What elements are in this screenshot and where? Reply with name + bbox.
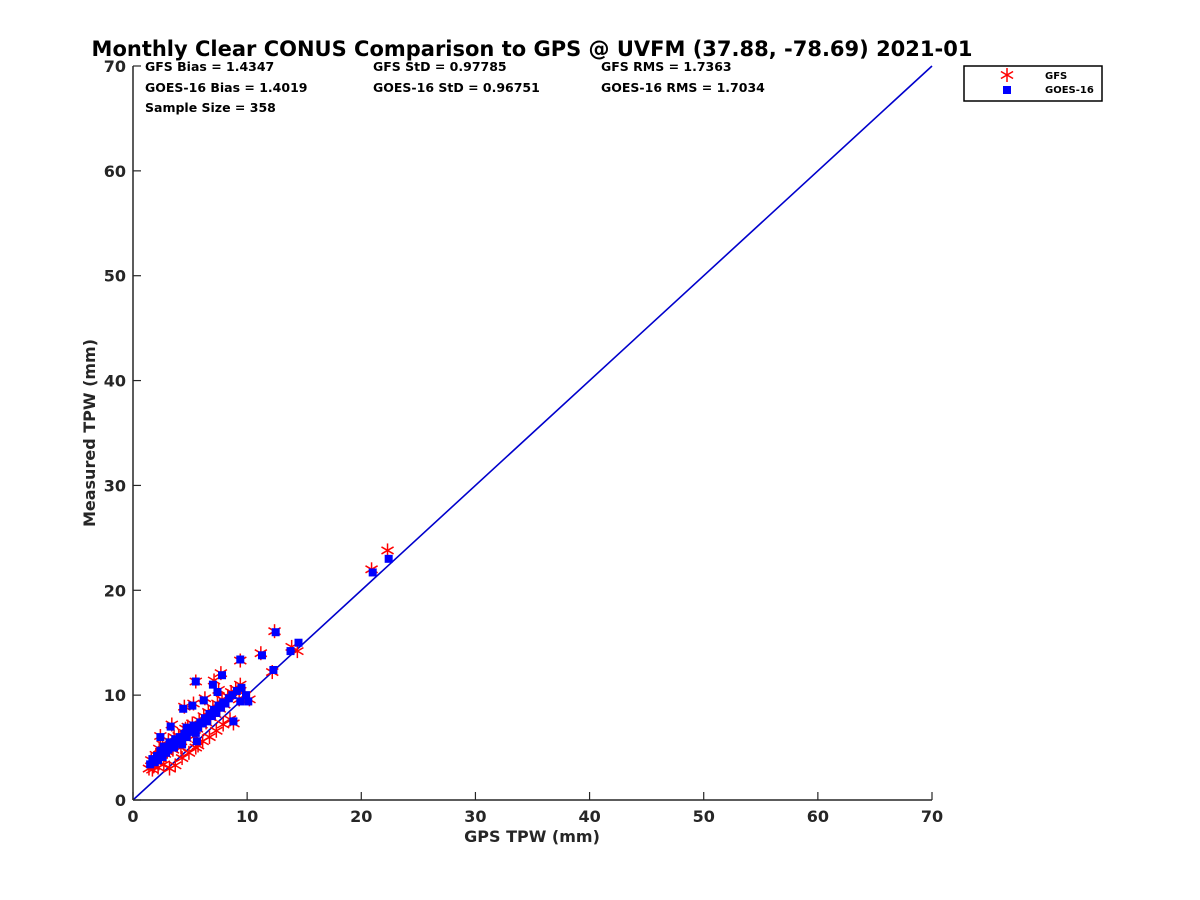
goes16-point (236, 697, 245, 706)
x-tick-label: 30 (464, 807, 486, 826)
goes16-point (173, 737, 182, 746)
legend-goes16-marker (1003, 86, 1011, 94)
axes: 0 10 20 30 40 50 60 70 0 10 20 30 40 50 60 70 (104, 57, 943, 826)
goes16-point (182, 733, 191, 742)
goes16-point (154, 756, 163, 765)
y-tick-label: 10 (104, 686, 126, 705)
goes16-point (269, 665, 278, 674)
goes16-point (188, 701, 197, 710)
legend-box (963, 65, 1103, 102)
goes16-point (182, 723, 191, 732)
goes16-point (294, 638, 303, 647)
y-tick-label: 70 (104, 57, 126, 76)
goes16-point (166, 722, 175, 731)
gfs-point (216, 717, 230, 732)
y-tick-label: 20 (104, 581, 126, 600)
x-tick-label: 70 (921, 807, 943, 826)
goes16-point (179, 704, 188, 713)
goes16-point (368, 568, 377, 577)
goes16-point (232, 686, 241, 695)
legend-goes16-square (1003, 86, 1011, 94)
gfs-point (209, 723, 223, 738)
goes16-point (192, 737, 201, 746)
goes16-point (244, 697, 253, 706)
chart-title: Monthly Clear CONUS Comparison to GPS @ … (92, 37, 973, 61)
goes16-point (207, 712, 216, 721)
goes16-point (221, 699, 230, 708)
goes16-point (178, 740, 187, 749)
stat-goes-bias: GOES-16 Bias = 1.4019 (145, 80, 307, 95)
goes16-point (208, 680, 217, 689)
goes16-point (158, 753, 167, 762)
goes16-point (159, 742, 168, 751)
legend-goes16-label: GOES-16 (1045, 85, 1094, 96)
x-tick-label: 20 (350, 807, 372, 826)
goes16-point (257, 651, 266, 660)
goes16-point (164, 745, 173, 754)
stat-gfs-rms: GFS RMS = 1.7363 (601, 59, 732, 74)
goes16-point (228, 691, 237, 700)
y-tick-label: 50 (104, 267, 126, 286)
x-tick-label: 40 (578, 807, 600, 826)
gfs-point (182, 745, 196, 760)
goes16-point (218, 671, 227, 680)
goes16-point (242, 691, 251, 700)
x-tick-label: 50 (693, 807, 715, 826)
goes16-point (384, 554, 393, 563)
goes16-point (156, 733, 165, 742)
goes16-point (237, 683, 246, 692)
stat-goes-rms: GOES-16 RMS = 1.7034 (601, 80, 765, 95)
stat-gfs-std: GFS StD = 0.97785 (373, 59, 507, 74)
stat-goes-std: GOES-16 StD = 0.96751 (373, 80, 540, 95)
x-tick-label: 0 (127, 807, 138, 826)
one-to-one-line (132, 65, 933, 801)
stat-sample-size: Sample Size = 358 (145, 100, 276, 115)
goes16-point (236, 655, 245, 664)
gfs-point (203, 730, 216, 745)
goes16-point (286, 647, 295, 656)
series-goes-16 (146, 554, 393, 769)
goes16-point (199, 696, 208, 705)
goes16-point (191, 728, 200, 737)
legend: GFS GOES-16 (963, 65, 1103, 102)
goes16-point (156, 746, 165, 755)
y-tick-label: 60 (104, 162, 126, 181)
y-tick-label: 0 (115, 791, 126, 810)
goes16-point (198, 719, 207, 728)
x-tick-label: 10 (236, 807, 258, 826)
goes16-point (203, 717, 212, 726)
legend-gfs-asterisk (1000, 68, 1014, 82)
legend-gfs-marker (1000, 68, 1014, 82)
goes16-point (189, 721, 198, 730)
stat-gfs-bias: GFS Bias = 1.4347 (145, 59, 274, 74)
goes16-point (213, 687, 222, 696)
goes16-point (191, 677, 200, 686)
gfs-point (168, 758, 182, 773)
y-tick-label: 30 (104, 476, 126, 495)
goes16-point (216, 703, 225, 712)
goes16-point (194, 723, 203, 732)
goes16-point (146, 760, 155, 769)
goes16-point (175, 733, 184, 742)
gfs-point (175, 751, 189, 766)
y-axis-label: Measured TPW (mm) (80, 339, 99, 527)
goes16-point (187, 727, 196, 736)
legend-gfs-label: GFS (1045, 71, 1067, 82)
plot-area (132, 65, 933, 801)
goes16-point (212, 708, 221, 717)
x-axis-label: GPS TPW (mm) (464, 827, 600, 846)
goes16-point (229, 717, 238, 726)
goes16-point (271, 628, 280, 637)
goes16-point (170, 743, 179, 752)
x-tick-label: 60 (807, 807, 829, 826)
y-tick-label: 40 (104, 372, 126, 391)
goes16-point (152, 751, 161, 760)
